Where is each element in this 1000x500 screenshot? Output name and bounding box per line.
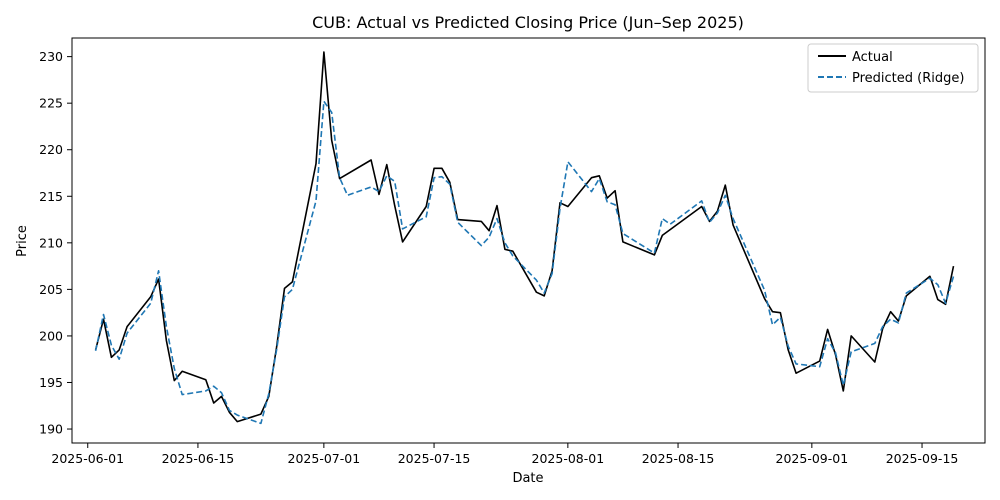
y-tick-label: 205 [39,282,63,297]
x-axis: 2025-06-01 2025-06-15 2025-07-01 2025-07-15… [51,443,958,466]
legend-label-predicted: Predicted (Ridge) [852,71,964,86]
actual-series-line [94,51,955,423]
x-tick-label: 2025-06-15 [162,451,235,466]
series-layer [94,51,955,425]
x-tick-label: 2025-07-15 [398,451,471,466]
legend-label-actual: Actual [852,50,893,65]
y-tick-label: 195 [39,375,63,390]
y-tick-label: 215 [39,189,63,204]
y-tick-label: 200 [39,328,63,343]
plot-frame [71,37,986,444]
y-tick-label: 220 [39,142,63,157]
x-tick-label: 2025-07-01 [288,451,361,466]
legend: Actual Predicted (Ridge) [807,43,979,93]
y-axis-label: Price [15,225,30,257]
x-tick-label: 2025-09-15 [886,451,959,466]
x-tick-label: 2025-06-01 [51,451,124,466]
x-axis-label: Date [512,471,543,486]
x-tick-label: 2025-09-01 [776,451,849,466]
y-tick-label: 190 [39,422,63,437]
x-tick-label: 2025-08-15 [642,451,715,466]
plot-area [71,37,986,444]
x-tick-label: 2025-08-01 [532,451,605,466]
y-tick-label: 230 [39,49,63,64]
legend-box [807,43,979,93]
chart-title: CUB: Actual vs Predicted Closing Price (… [312,13,744,32]
predicted-series-line [94,100,955,425]
y-tick-label: 210 [39,235,63,250]
y-tick-label: 225 [39,96,63,111]
y-axis: 190 195 200 205 210 215 220 225 230 [39,49,72,437]
